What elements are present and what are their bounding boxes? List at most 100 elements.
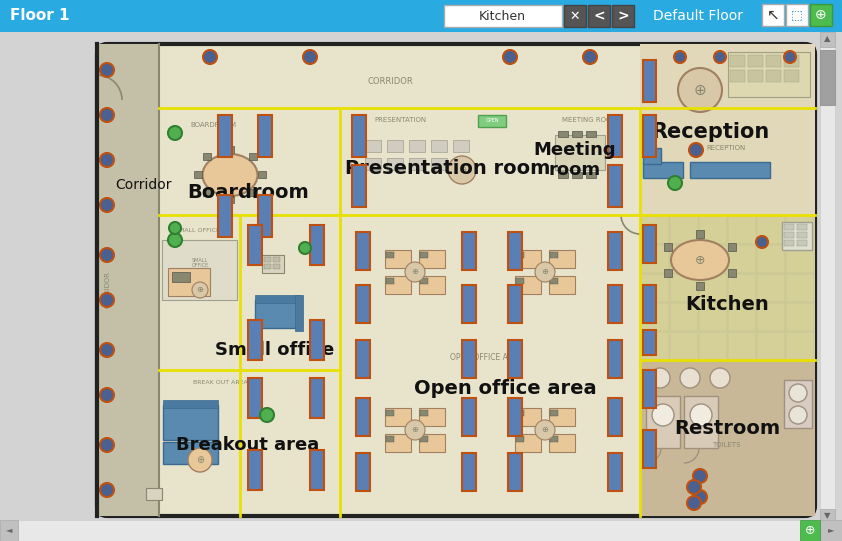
Bar [356,453,370,491]
Bar [310,378,324,418]
Text: OPEN OFFICE AREA: OPEN OFFICE AREA [450,353,524,362]
Circle shape [100,293,114,307]
Circle shape [789,406,807,424]
Bar [386,278,394,284]
Bar [586,131,596,137]
Bar [163,405,218,440]
Bar [295,295,303,331]
Bar [608,232,622,270]
Bar [549,434,575,452]
Bar [558,131,568,137]
Bar [508,453,522,491]
Bar [508,285,522,323]
Circle shape [100,153,114,167]
Bar [310,320,324,360]
Text: MEETING ROOM: MEETING ROOM [562,117,618,123]
Bar [640,44,815,215]
Text: RECEPTION: RECEPTION [706,145,746,151]
Bar [264,264,271,269]
Bar [516,436,524,442]
Circle shape [188,448,212,472]
Text: ⊕: ⊕ [805,524,815,537]
Bar [664,243,672,251]
Text: ⊕: ⊕ [815,8,827,22]
Bar [419,408,445,426]
Bar [385,276,411,294]
Bar [608,340,622,378]
Bar [786,274,814,302]
Bar [262,255,284,273]
Bar [810,4,832,26]
Bar [97,44,159,516]
Bar [641,216,669,244]
Circle shape [674,51,686,63]
Text: PRESENTATION: PRESENTATION [374,117,426,123]
Circle shape [100,198,114,212]
Bar [786,216,814,244]
Text: OPEN: OPEN [485,118,498,123]
Bar [218,195,232,237]
Text: CORRIDOR: CORRIDOR [367,77,413,87]
Bar [797,224,807,230]
Text: SMALL
OFFICE: SMALL OFFICE [191,258,209,268]
Bar [420,252,428,258]
Text: Meeting
room: Meeting room [534,141,616,180]
Bar [163,400,218,408]
Bar [670,216,698,244]
Bar [550,436,558,442]
Text: Kitchen: Kitchen [478,10,525,23]
Bar [146,488,162,500]
Text: Breakout area: Breakout area [176,436,320,454]
Text: Default Floor: Default Floor [653,9,743,23]
Text: ✕: ✕ [570,10,580,23]
Circle shape [405,262,425,282]
Text: ⊕: ⊕ [694,82,706,97]
Text: >: > [617,9,629,23]
Bar [0,0,842,32]
Circle shape [100,343,114,357]
Bar [273,257,280,262]
Bar [365,158,381,170]
Text: TOILETS: TOILETS [711,442,740,448]
Text: Reception: Reception [651,122,769,142]
Bar [670,303,698,331]
Bar [356,285,370,323]
Circle shape [687,480,701,494]
Text: ▼: ▼ [823,511,830,520]
Bar [444,5,562,27]
Bar [728,303,756,331]
Bar [757,332,785,360]
Ellipse shape [671,240,729,280]
Circle shape [650,368,670,388]
Bar [757,245,785,273]
Text: Floor 1: Floor 1 [10,9,70,23]
Bar [248,450,262,490]
Bar [784,55,799,67]
Text: BOARDROOM: BOARDROOM [190,122,236,128]
Bar [462,285,476,323]
Circle shape [299,242,311,254]
Bar [462,453,476,491]
Bar [273,264,280,269]
Bar [786,245,814,273]
Bar [572,131,582,137]
Bar [608,115,622,157]
Ellipse shape [202,154,258,196]
Text: Restroom: Restroom [674,419,780,438]
Text: Kitchen: Kitchen [685,295,769,314]
Text: Open office area: Open office area [413,379,596,398]
Text: Corridor: Corridor [115,178,171,192]
Bar [786,4,808,26]
Bar [431,158,447,170]
Bar [699,303,727,331]
Bar [462,232,476,270]
Circle shape [303,50,317,64]
Circle shape [168,233,182,247]
Bar [766,70,781,82]
Bar [730,70,745,82]
Text: ⊕: ⊕ [458,165,466,175]
Bar [670,274,698,302]
Bar [549,276,575,294]
Bar [699,274,727,302]
Bar [162,240,237,300]
